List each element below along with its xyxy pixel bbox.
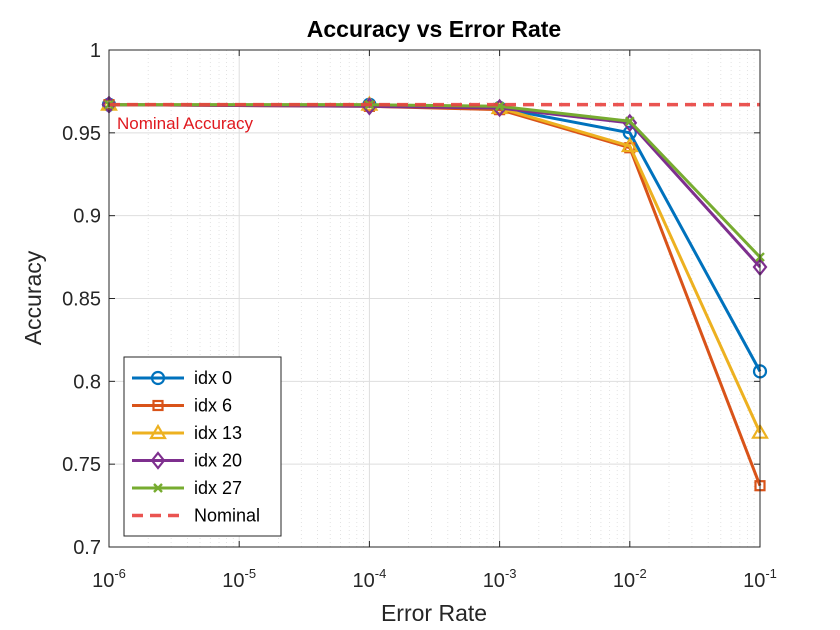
legend-entry: Nominal [132, 506, 260, 526]
legend-box [123, 356, 282, 537]
y-tick-label: 0.7 [73, 537, 101, 559]
legend-label: idx 6 [194, 396, 232, 416]
y-tick-label: 0.75 [62, 454, 101, 476]
ticks: 10-6 10-5 10-4 10-3 10-2 10-1 0.7 0.75 0.8 0.85 0.… [62, 40, 777, 592]
nominal-accuracy-annotation: Nominal Accuracy [117, 114, 254, 133]
legend-label: idx 13 [194, 423, 242, 443]
legend-label: idx 0 [194, 368, 232, 388]
series-layer [100, 95, 769, 492]
y-tick-label: 0.95 [62, 123, 101, 145]
y-axis-label: Accuracy [20, 250, 46, 345]
legend-entry: idx 0 [132, 368, 232, 388]
x-axis-label: Error Rate [381, 600, 487, 626]
legend-marker-diamond [150, 451, 166, 470]
x-tick-label: 10-1 [743, 566, 777, 592]
legend-entry: idx 6 [132, 396, 232, 416]
y-tick-label: 0.9 [73, 206, 101, 228]
legend-entry: idx 20 [132, 451, 242, 471]
legend-label: idx 27 [194, 478, 242, 498]
legend-label: Nominal [194, 506, 260, 526]
legend-entry: idx 13 [132, 423, 242, 443]
y-tick-label: 1 [90, 40, 101, 62]
legend-label: idx 20 [194, 451, 242, 471]
x-tick-label: 10-6 [92, 566, 126, 592]
legend-entry: idx 27 [132, 478, 242, 498]
y-tick-label: 0.85 [62, 289, 101, 311]
data-point-x [624, 116, 635, 127]
legend-marker-triangle [149, 423, 167, 440]
legend-marker-circle [150, 370, 166, 386]
legend: idx 0 idx 6 idx 13 idx 20 idx 27 Nominal [123, 356, 282, 537]
chart-title: Accuracy vs Error Rate [307, 16, 561, 42]
marker-stroke [153, 483, 163, 493]
x-tick-label: 10-5 [222, 566, 256, 592]
x-tick-label: 10-2 [613, 566, 647, 592]
marker-stroke [624, 116, 635, 127]
legend-marker-x [153, 483, 163, 493]
x-tick-label: 10-3 [483, 566, 517, 592]
data-point-triangle [620, 136, 639, 153]
y-tick-label: 0.8 [73, 371, 101, 393]
marker-stroke [494, 101, 505, 112]
x-tick-label: 10-4 [352, 566, 386, 592]
legend-marker-square [152, 399, 164, 412]
